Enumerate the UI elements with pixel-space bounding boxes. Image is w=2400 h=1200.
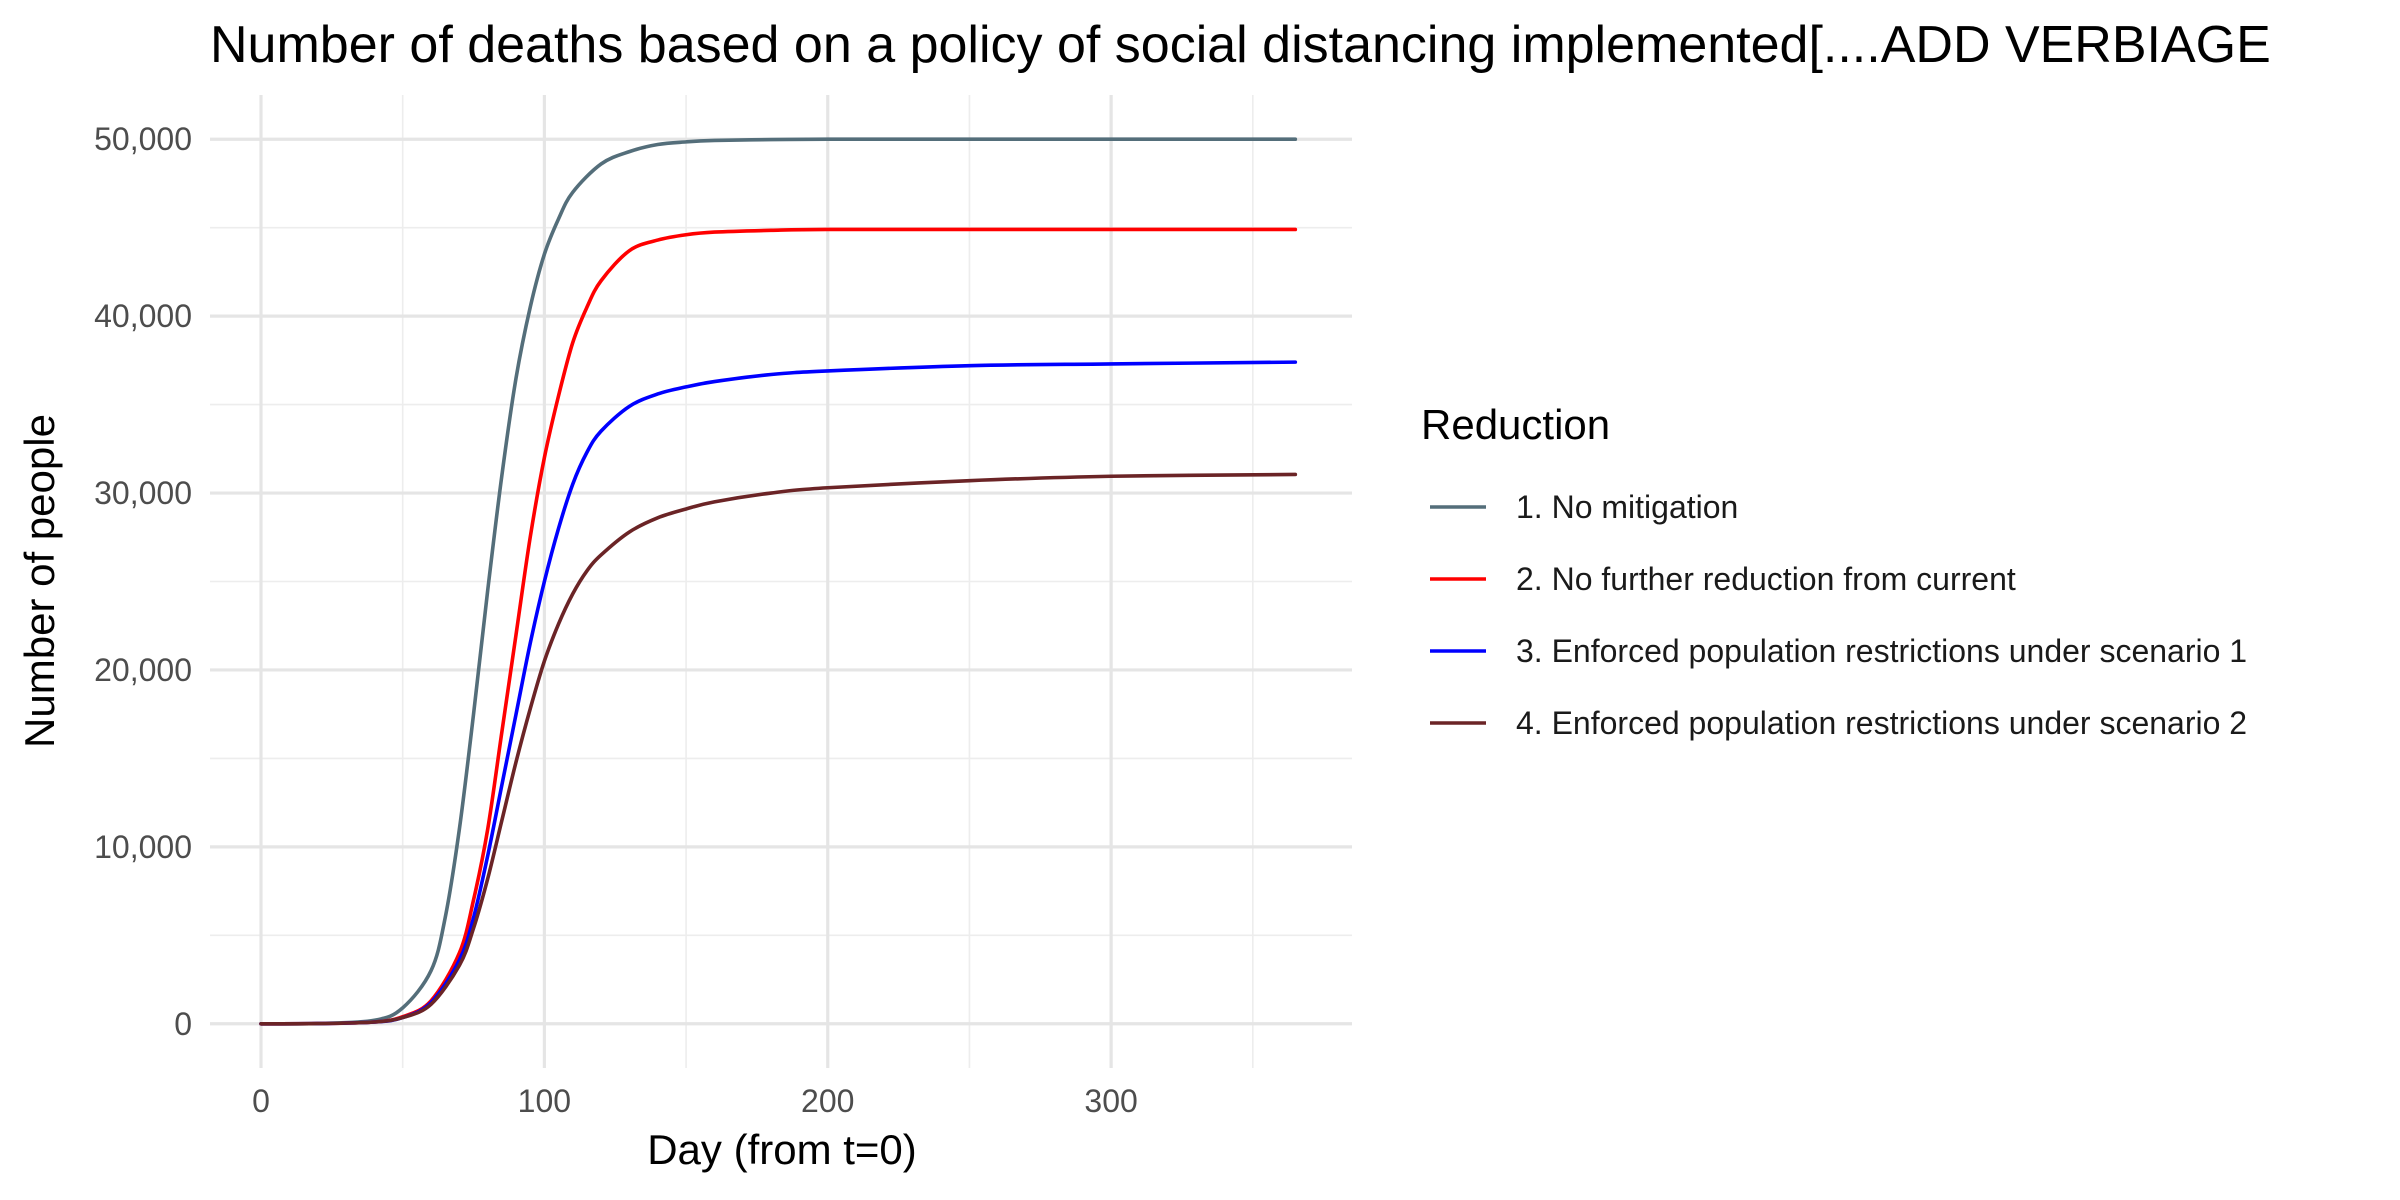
y-tick-label: 30,000: [94, 475, 192, 511]
y-axis-ticks: 0 10,000 20,000 30,000 40,000 50,000: [94, 121, 192, 1042]
series-line-3: [259, 360, 1298, 1026]
series-line-2: [259, 227, 1298, 1026]
x-axis-ticks: 0 100 200 300: [252, 1083, 1138, 1119]
legend-item-3: 3. Enforced population restrictions unde…: [1430, 633, 2247, 669]
legend-label: 1. No mitigation: [1516, 489, 1738, 525]
x-axis-title: Day (from t=0): [647, 1126, 917, 1173]
x-tick-label: 100: [518, 1083, 571, 1119]
grid-lines: [210, 95, 1352, 1068]
series-line-1: [259, 137, 1298, 1026]
legend-label: 3. Enforced population restrictions unde…: [1516, 633, 2247, 669]
y-tick-label: 20,000: [94, 652, 192, 688]
plot-panel: [210, 95, 1352, 1068]
x-tick-label: 0: [252, 1083, 270, 1119]
y-axis-title: Number of people: [16, 414, 63, 748]
y-tick-label: 10,000: [94, 829, 192, 865]
legend-item-1: 1. No mitigation: [1430, 489, 1738, 525]
legend-item-2: 2. No further reduction from current: [1430, 561, 2016, 597]
series-lines: [259, 137, 1298, 1026]
y-tick-label: 0: [174, 1006, 192, 1042]
x-tick-label: 200: [801, 1083, 854, 1119]
x-tick-label: 300: [1084, 1083, 1137, 1119]
y-tick-label: 50,000: [94, 121, 192, 157]
legend-items: 1. No mitigation 2. No further reduction …: [1430, 489, 2247, 741]
legend-label: 4. Enforced population restrictions unde…: [1516, 705, 2247, 741]
series-line-4: [259, 472, 1298, 1026]
y-tick-label: 40,000: [94, 298, 192, 334]
legend: Reduction 1. No mitigation 2. No further …: [1421, 401, 2247, 741]
legend-title: Reduction: [1421, 401, 1610, 448]
legend-label: 2. No further reduction from current: [1516, 561, 2016, 597]
legend-item-4: 4. Enforced population restrictions unde…: [1430, 705, 2247, 741]
chart-title: Number of deaths based on a policy of so…: [210, 16, 2271, 74]
